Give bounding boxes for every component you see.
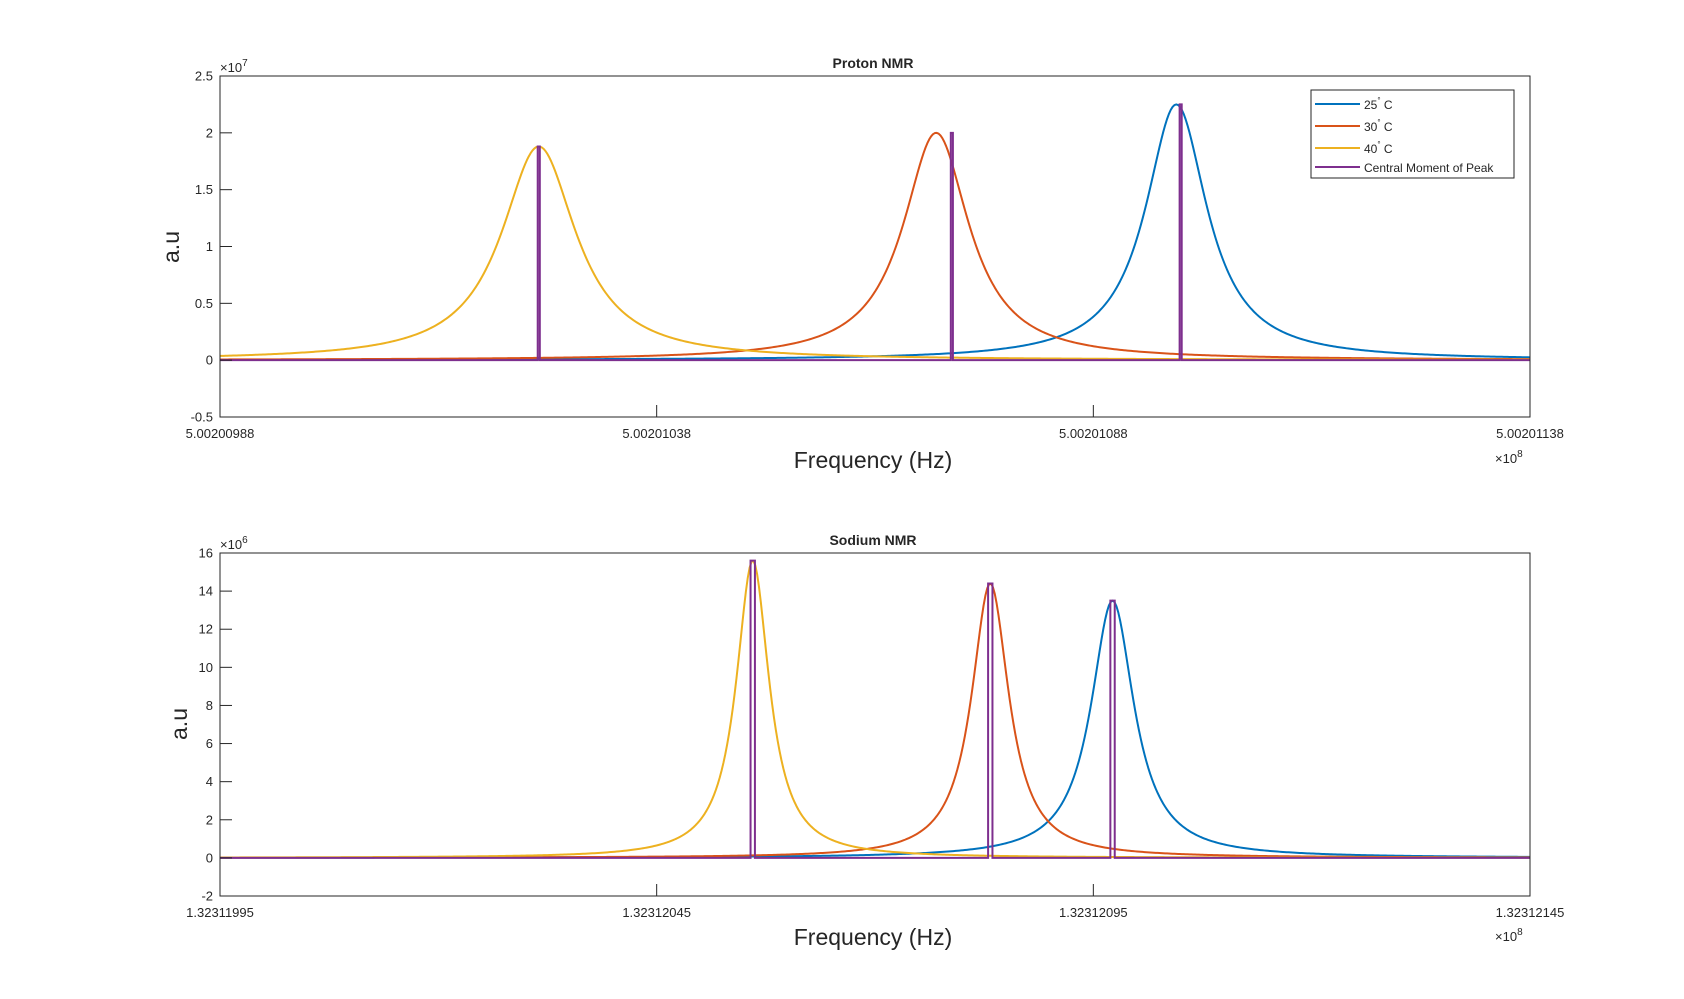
sodium-y-tick-label: 14 [199,584,213,599]
proton-x-tick-label: 5.00201088 [1059,426,1128,441]
sodium-x-tick-label: 1.32312145 [1496,905,1565,920]
sodium-nmr-panel: Sodium NMR 1.32311995 1.32312045 1.3231209… [166,532,1564,950]
sodium-y-tick-label: -2 [201,889,213,904]
legend-label-40c: 40° C [1364,140,1393,156]
proton-y-tick-label: 0 [206,353,213,368]
sodium-x-tick-label: 1.32311995 [186,905,254,920]
sodium-y-tick-label: 10 [199,660,213,675]
proton-y-tick-label: 0.5 [195,296,213,311]
proton-series-30-c [220,131,1530,361]
sodium-y-tick-label: 2 [206,812,213,827]
proton-plot-title: Proton NMR [833,55,914,71]
proton-series-central-moment-of-peak [220,103,1530,362]
proton-y-axis-label: a.u [158,231,184,263]
proton-x-tick-label: 5.00201038 [622,426,691,441]
legend: 25° C 30° C 40° C Central Moment of Peak [1310,89,1515,179]
sodium-series-40-c [220,559,1530,859]
proton-x-tick-label: 5.00200988 [186,426,255,441]
sodium-y-tick-label: 8 [206,698,213,713]
sodium-ticks: 1.32311995 1.32312045 1.32312095 1.32312145… [186,546,1564,921]
sodium-plot-title: Sodium NMR [829,532,916,548]
legend-label-central-moment: Central Moment of Peak [1364,161,1494,175]
sodium-x-tick-label: 1.32312095 [1059,905,1128,920]
sodium-y-exponent: ×106 [220,535,248,552]
proton-y-tick-label: 1 [206,239,213,254]
sodium-series-30-c [220,582,1530,859]
sodium-plot-area [220,559,1530,859]
proton-ticks: 5.00200988 5.00201038 5.00201088 5.00201138… [186,69,1564,442]
proton-y-tick-label: 2.5 [195,69,213,84]
sodium-x-axis-label: Frequency (Hz) [794,924,952,950]
sodium-axes-box [219,552,1531,897]
legend-label-30c: 30° C [1364,118,1393,134]
proton-x-exponent: ×108 [1495,449,1523,466]
proton-x-axis-label: Frequency (Hz) [794,447,952,473]
proton-y-exponent: ×107 [220,58,248,75]
proton-x-tick-label: 5.00201138 [1496,426,1564,441]
sodium-y-tick-label: 16 [199,546,213,561]
legend-label-25c: 25° C [1364,96,1393,112]
sodium-y-tick-label: 6 [206,736,213,751]
sodium-x-exponent: ×108 [1495,927,1523,944]
sodium-y-tick-label: 12 [199,622,213,637]
sodium-series-central-moment-of-peak [220,559,1530,859]
proton-y-tick-label: -0.5 [191,410,213,425]
sodium-x-tick-label: 1.32312045 [622,905,691,920]
sodium-series-25-c [220,599,1530,859]
sodium-y-tick-label: 4 [206,774,213,789]
proton-nmr-panel: Proton NMR 5.00200988 5.00201038 5.0020108… [158,55,1564,473]
proton-y-tick-label: 1.5 [195,182,213,197]
sodium-y-axis-label: a.u [166,708,192,740]
sodium-y-tick-label: 0 [206,850,213,865]
proton-y-tick-label: 2 [206,125,213,140]
proton-plot-area [220,103,1530,362]
